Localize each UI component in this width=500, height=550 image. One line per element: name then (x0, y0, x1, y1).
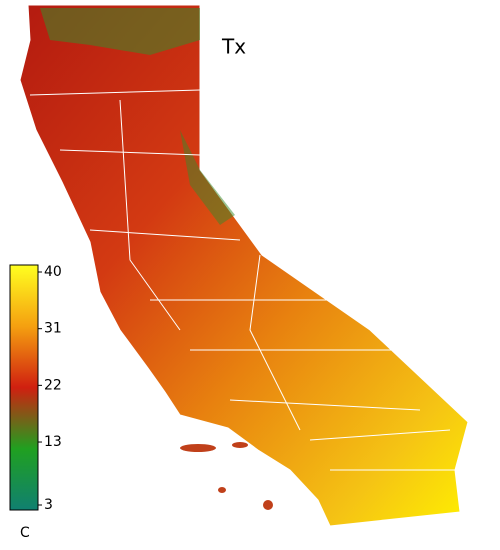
county-lines (29, 89, 460, 471)
colorbar-unit: C (20, 525, 30, 541)
sierra (180, 130, 235, 225)
colorbar-tick-label: 13 (44, 434, 62, 450)
colorbar-tick-label: 31 (44, 321, 62, 337)
colorbar (9, 264, 39, 511)
colorbar-tick-label: 3 (44, 497, 53, 513)
forest-north (40, 8, 200, 55)
map-title: Tx (221, 35, 246, 59)
colorbar-tick-label: 40 (44, 264, 62, 280)
colorbar-tick-label: 22 (44, 377, 62, 393)
islands (180, 442, 273, 510)
california (19, 4, 469, 527)
